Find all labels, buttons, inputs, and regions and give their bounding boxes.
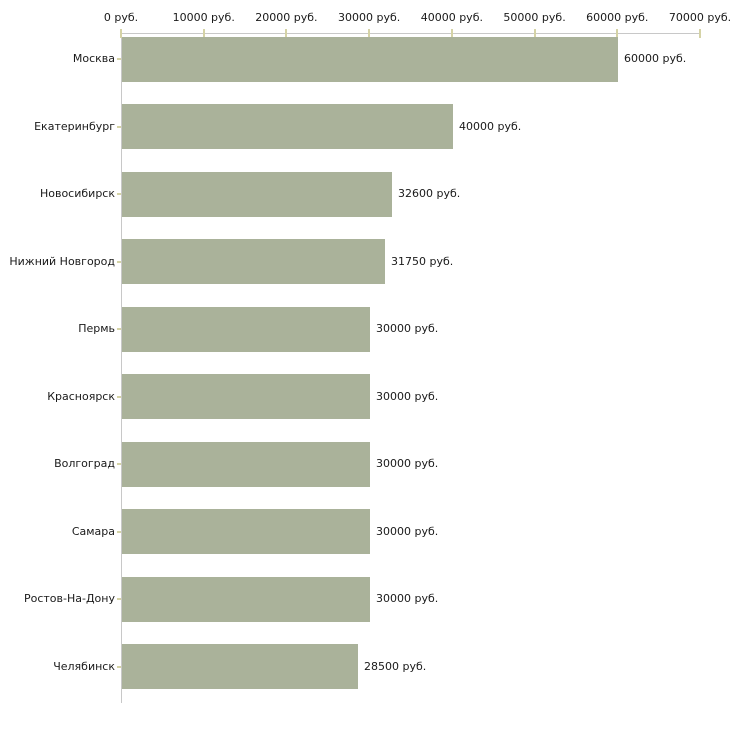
x-axis-tick-mark	[120, 29, 122, 38]
value-label: 31750 руб.	[391, 254, 454, 268]
category-tick-mark	[117, 463, 121, 466]
x-axis-tick-label: 0 руб.	[103, 11, 139, 24]
x-axis-tick-mark	[202, 29, 205, 38]
category-label: Новосибирск	[39, 187, 115, 201]
category-tick-mark	[117, 328, 121, 331]
bar	[122, 104, 453, 149]
x-axis-tick-label: 20000 руб.	[255, 11, 318, 24]
category-tick-mark	[117, 260, 121, 263]
category-tick-mark	[117, 58, 121, 60]
bar	[122, 442, 370, 487]
category-label: Челябинск	[53, 659, 115, 673]
x-axis-tick-mark	[285, 29, 288, 38]
x-axis-tick-mark	[450, 29, 453, 38]
value-label: 30000 руб.	[376, 592, 439, 606]
category-label: Волгоград	[54, 457, 115, 471]
category-tick-mark	[117, 395, 121, 398]
x-axis-tick-mark	[368, 29, 371, 38]
x-axis-tick-label: 50000 руб.	[503, 11, 566, 24]
value-label: 28500 руб.	[364, 659, 427, 673]
x-axis-tick-label: 30000 руб.	[338, 11, 401, 24]
category-label: Екатеринбург	[34, 119, 115, 133]
x-axis-tick-label: 70000 руб.	[668, 11, 730, 24]
value-label: 30000 руб.	[376, 389, 439, 403]
x-axis-tick-mark	[699, 29, 701, 38]
value-label: 40000 руб.	[459, 119, 522, 133]
x-axis-tick-label: 10000 руб.	[172, 11, 235, 24]
category-tick-mark	[117, 125, 121, 128]
category-tick-mark	[117, 598, 121, 601]
category-tick-mark	[117, 665, 121, 668]
category-tick-mark	[117, 193, 121, 196]
value-label: 30000 руб.	[376, 524, 439, 538]
value-label: 30000 руб.	[376, 457, 439, 471]
bar	[122, 239, 385, 284]
category-label: Москва	[72, 52, 115, 65]
bar	[122, 307, 370, 352]
category-tick-mark	[117, 530, 121, 533]
value-label: 60000 руб.	[624, 52, 687, 65]
y-axis-line	[121, 33, 122, 703]
value-label: 30000 руб.	[376, 322, 439, 336]
bar	[122, 644, 358, 689]
category-label: Красноярск	[47, 389, 115, 403]
bar	[122, 172, 392, 217]
x-axis-tick-mark	[616, 29, 619, 38]
category-label: Пермь	[78, 322, 115, 336]
category-label: Ростов-На-Дону	[23, 592, 115, 606]
category-label: Самара	[71, 524, 115, 538]
x-axis-tick-label: 40000 руб.	[420, 11, 483, 24]
value-label: 32600 руб.	[398, 187, 461, 201]
bar	[122, 509, 370, 554]
bar	[122, 577, 370, 622]
bar	[122, 374, 370, 419]
bar	[122, 37, 618, 82]
x-axis-tick-mark	[533, 29, 536, 38]
category-label: Нижний Новгород	[9, 254, 115, 268]
x-axis-tick-label: 60000 руб.	[586, 11, 649, 24]
x-axis-line	[121, 33, 700, 34]
